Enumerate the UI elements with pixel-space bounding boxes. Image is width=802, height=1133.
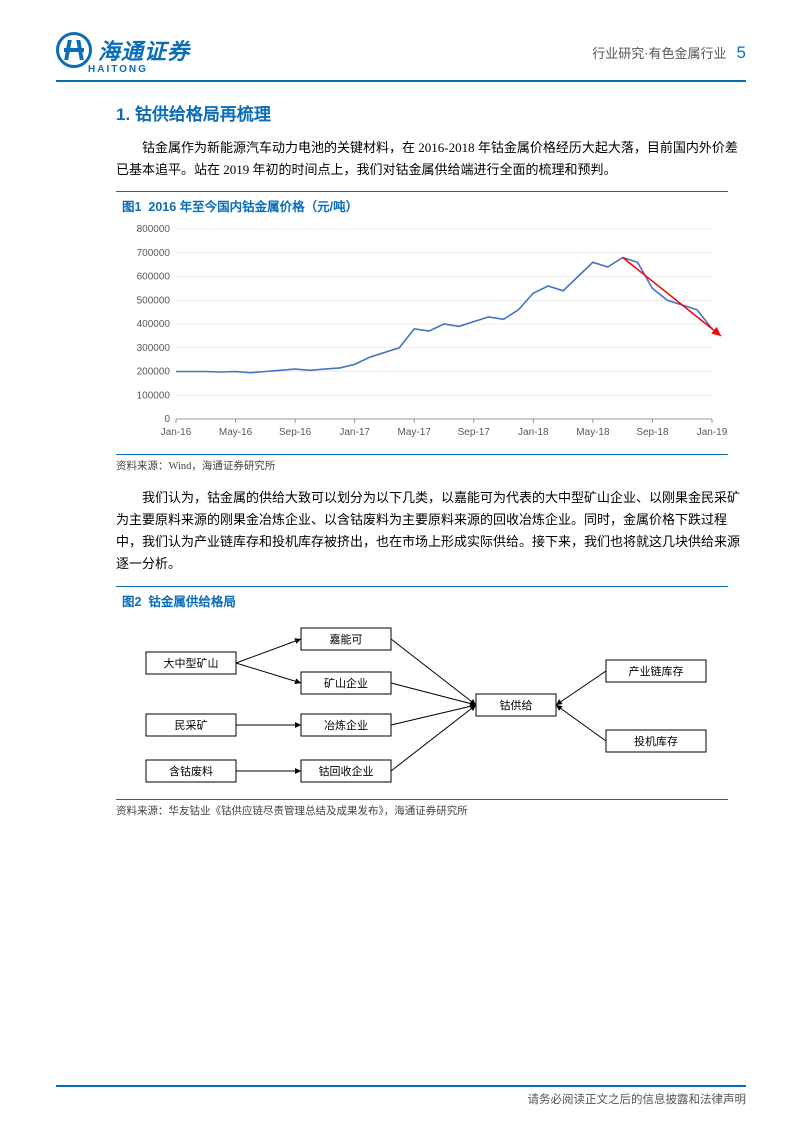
svg-text:400000: 400000: [137, 319, 171, 330]
svg-text:嘉能可: 嘉能可: [330, 632, 363, 646]
figure-1: 图1 2016 年至今国内钴金属价格（元/吨） 0 100000 200000 300…: [116, 191, 728, 473]
svg-text:含钴废料: 含钴废料: [169, 764, 213, 778]
footer-rule: [56, 1085, 746, 1087]
page-header: 海通证券 HAITONG 行业研究·有色金属行业 5: [56, 30, 746, 76]
header-meta: 行业研究·有色金属行业 5: [592, 43, 746, 63]
logo-text-cn: 海通证券: [98, 34, 190, 66]
svg-text:Sep-17: Sep-17: [458, 427, 491, 438]
svg-text:Sep-18: Sep-18: [636, 427, 669, 438]
svg-text:Jan-16: Jan-16: [161, 427, 192, 438]
doc-category: 行业研究·有色金属行业: [592, 43, 726, 62]
figure-1-source: 资料来源：Wind，海通证券研究所: [116, 454, 728, 473]
svg-text:矿山企业: 矿山企业: [324, 676, 368, 690]
svg-text:钴回收企业: 钴回收企业: [319, 764, 374, 778]
svg-text:700000: 700000: [137, 248, 171, 259]
logo-icon: [56, 32, 92, 68]
page-number: 5: [737, 43, 746, 63]
paragraph-1: 钴金属作为新能源汽车动力电池的关键材料，在 2016-2018 年钴金属价格经历…: [56, 137, 746, 181]
svg-text:Jan-17: Jan-17: [339, 427, 370, 438]
svg-text:200000: 200000: [137, 367, 171, 378]
svg-text:投机库存: 投机库存: [634, 734, 678, 748]
svg-text:冶炼企业: 冶炼企业: [324, 718, 368, 732]
svg-text:May-16: May-16: [219, 427, 253, 438]
svg-text:100000: 100000: [137, 390, 171, 401]
figure-2-diagram: 大中型矿山民采矿含钴废料 嘉能可矿山企业冶炼企业钴回收企业 钴供给 产业链库存投机库存: [116, 614, 728, 799]
svg-text:600000: 600000: [137, 272, 171, 283]
svg-text:钴供给: 钴供给: [500, 698, 533, 712]
figure-1-title: 图1 2016 年至今国内钴金属价格（元/吨）: [116, 191, 728, 219]
svg-text:800000: 800000: [137, 224, 171, 235]
figure-2-source: 资料来源：华友钴业《钴供应链尽责管理总结及成果发布》，海通证券研究所: [116, 799, 728, 818]
figure-2-title: 图2 钴金属供给格局: [116, 586, 728, 614]
footer-disclaimer: 请务必阅读正文之后的信息披露和法律声明: [56, 1091, 746, 1107]
header-rule: [56, 80, 746, 82]
svg-text:May-18: May-18: [576, 427, 610, 438]
svg-text:Jan-18: Jan-18: [518, 427, 549, 438]
figure-1-chart: 0 100000 200000 300000 400000 500000 600000 700…: [116, 219, 728, 454]
svg-text:0: 0: [164, 414, 170, 425]
logo: 海通证券 HAITONG: [56, 32, 190, 75]
svg-text:产业链库存: 产业链库存: [629, 664, 684, 678]
svg-text:May-17: May-17: [398, 427, 432, 438]
page-footer: 请务必阅读正文之后的信息披露和法律声明: [56, 1085, 746, 1107]
svg-text:大中型矿山: 大中型矿山: [164, 656, 219, 670]
svg-text:500000: 500000: [137, 295, 171, 306]
section-title: 1. 钴供给格局再梳理: [116, 100, 746, 125]
svg-text:民采矿: 民采矿: [175, 719, 208, 732]
paragraph-2: 我们认为，钴金属的供给大致可以划分为以下几类，以嘉能可为代表的大中型矿山企业、以…: [56, 487, 746, 575]
svg-text:Sep-16: Sep-16: [279, 427, 312, 438]
svg-text:300000: 300000: [137, 343, 171, 354]
svg-text:Jan-19: Jan-19: [697, 427, 728, 438]
figure-2: 图2 钴金属供给格局 大中型矿山民采矿含钴废料 嘉能可矿山企业冶炼企业钴回收企业 钴…: [116, 586, 728, 818]
